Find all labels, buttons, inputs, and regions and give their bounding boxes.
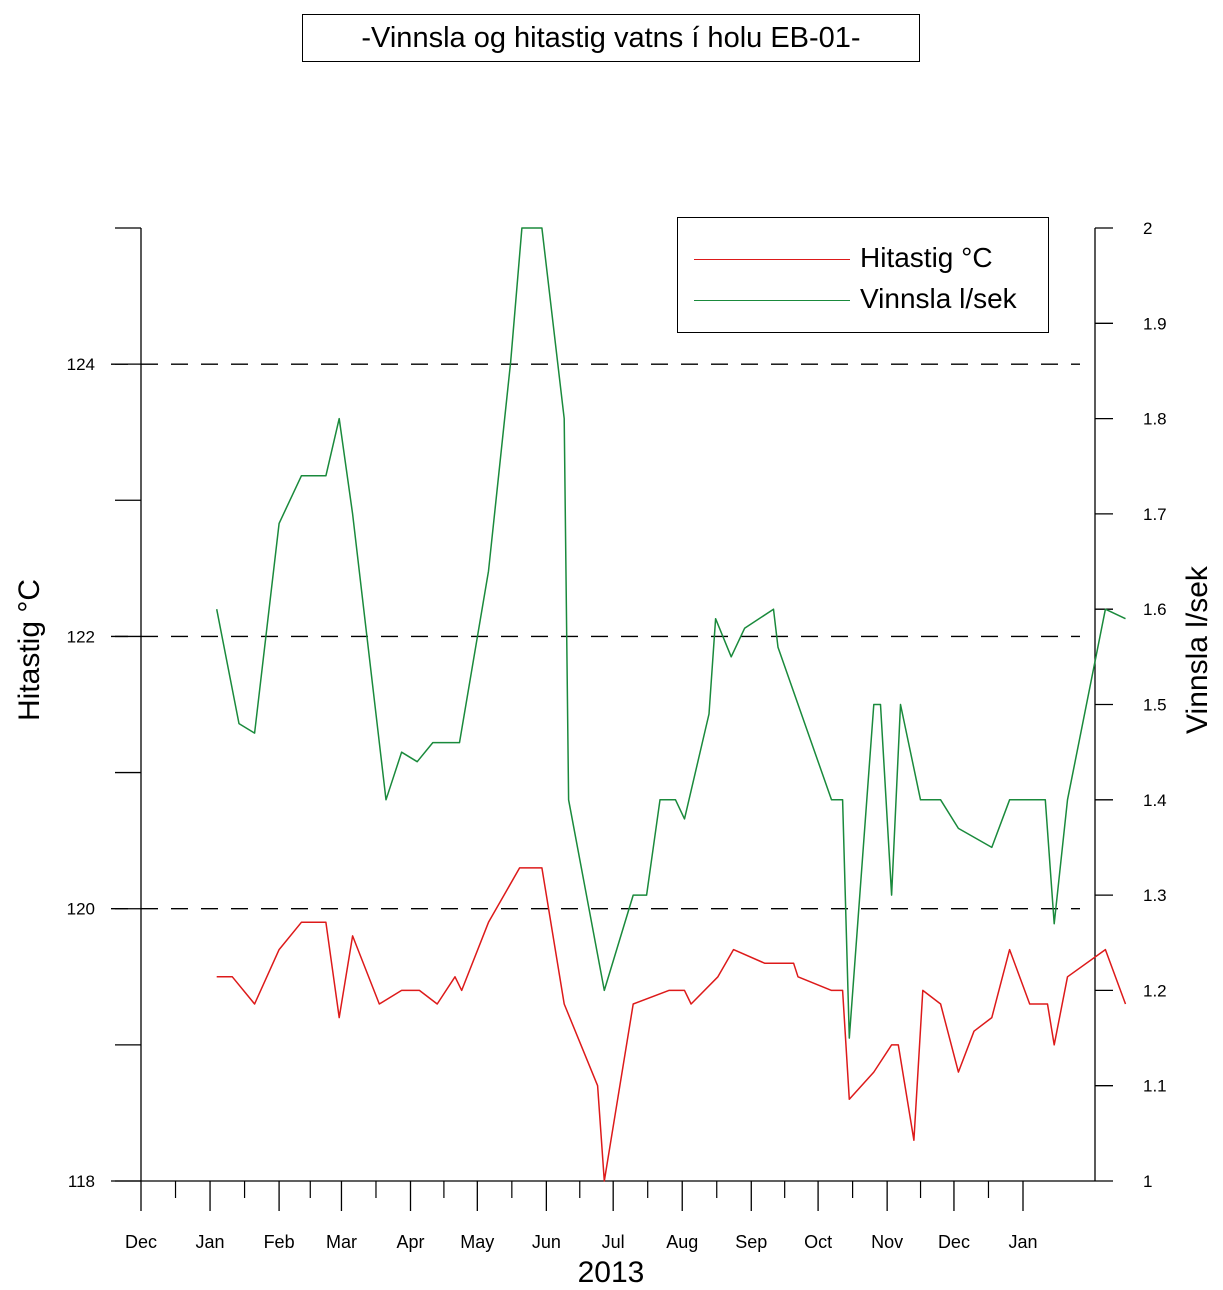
y-left-tick-label: 118 [68,1172,95,1191]
legend-item-hitastig: Hitastig °C [678,240,1048,280]
y-left-tick-label: 122 [67,627,95,646]
legend-swatch-hitastig [694,259,850,260]
series-lines [215,227,1127,1182]
y-left-tick-label: 124 [67,355,95,374]
y-right-tick-label: 1.6 [1143,600,1167,619]
y-right-tick-label: 2 [1143,219,1152,238]
y-right-tick-label: 1.8 [1143,410,1167,429]
chart-title: -Vinnsla og hitastig vatns í holu EB-01- [302,14,920,62]
y-right-tick-label: 1.7 [1143,505,1167,524]
y-right-tick-label: 1.9 [1143,314,1167,333]
x-tick-label: Dec [938,1232,970,1252]
x-tick-label: Nov [871,1232,903,1252]
x-tick-label: Dec [125,1232,157,1252]
grid-lines [111,363,1080,910]
x-tick-label: Oct [804,1232,832,1252]
x-tick-label: Apr [396,1232,424,1252]
legend-item-vinnsla: Vinnsla l/sek [678,281,1048,321]
y-axis-right-label: Vinnsla l/sek [1181,566,1214,734]
legend: Hitastig °C Vinnsla l/sek [677,217,1049,333]
x-tick-label: Mar [326,1232,357,1252]
legend-swatch-vinnsla [694,300,850,301]
y-axis-left-label: Hitastig °C [13,578,46,722]
x-tick-label: Jul [602,1232,625,1252]
axes: 118 120 122 124 1 1.1 1.2 1.3 1.4 1.5 1.6 1.7 1.8 1.9… [67,219,1167,1252]
y-left-tick-label: 120 [67,900,95,919]
y-right-tick-label: 1.1 [1143,1077,1167,1096]
legend-label-vinnsla: Vinnsla l/sek [860,283,1017,314]
x-tick-label: Sep [735,1232,767,1252]
legend-label-hitastig: Hitastig °C [860,242,993,273]
x-tick-label: Jan [1008,1232,1037,1252]
series-line-hitastig [216,867,1127,1182]
y-right-tick-label: 1.5 [1143,696,1167,715]
y-right-tick-label: 1.2 [1143,981,1167,1000]
y-right-tick-label: 1.4 [1143,791,1167,810]
y-right-tick-label: 1 [1143,1172,1152,1191]
series-line-vinnsla [215,227,1126,1039]
x-tick-label: May [460,1232,494,1252]
y-right-tick-label: 1.3 [1143,886,1167,905]
x-tick-label: Jan [196,1232,225,1252]
x-tick-label: Jun [532,1232,561,1252]
x-tick-label: Feb [264,1232,295,1252]
x-tick-label: Aug [666,1232,698,1252]
x-axis-label: 2013 [577,1256,645,1289]
